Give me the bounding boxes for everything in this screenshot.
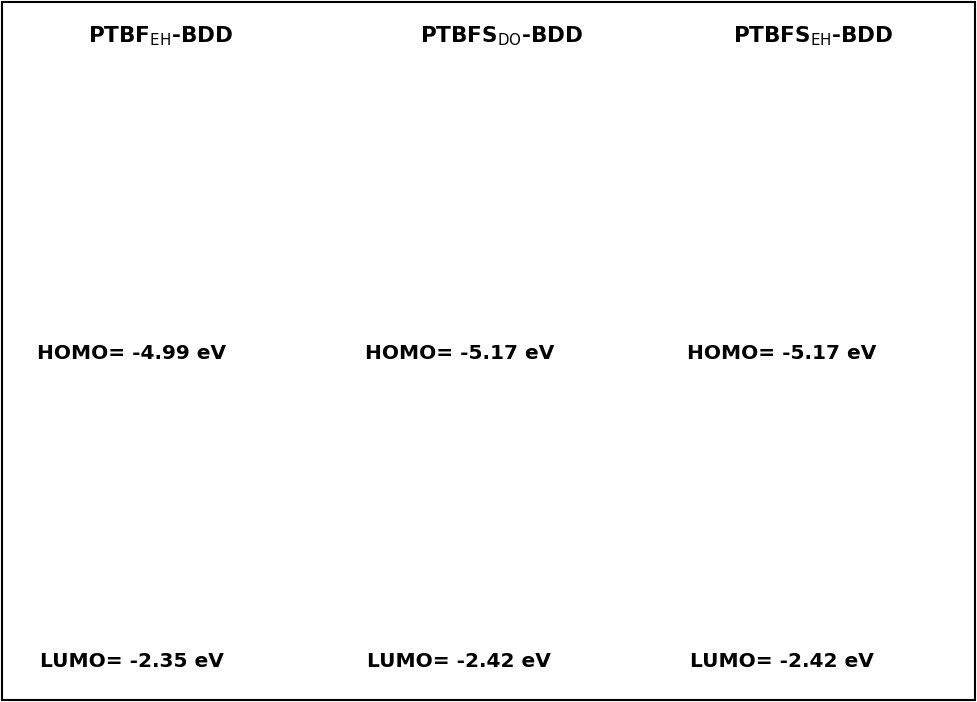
Text: PTBF$_\mathrm{EH}$-BDD: PTBF$_\mathrm{EH}$-BDD bbox=[88, 25, 233, 48]
Text: LUMO= -2.35 eV: LUMO= -2.35 eV bbox=[40, 651, 224, 671]
Text: LUMO= -2.42 eV: LUMO= -2.42 eV bbox=[690, 651, 873, 671]
Text: HOMO= -5.17 eV: HOMO= -5.17 eV bbox=[687, 343, 876, 363]
Text: PTBFS$_\mathrm{DO}$-BDD: PTBFS$_\mathrm{DO}$-BDD bbox=[420, 25, 583, 48]
Text: HOMO= -4.99 eV: HOMO= -4.99 eV bbox=[37, 343, 227, 363]
Text: HOMO= -5.17 eV: HOMO= -5.17 eV bbox=[364, 343, 554, 363]
Text: LUMO= -2.42 eV: LUMO= -2.42 eV bbox=[367, 651, 551, 671]
Text: PTBFS$_\mathrm{EH}$-BDD: PTBFS$_\mathrm{EH}$-BDD bbox=[733, 25, 893, 48]
